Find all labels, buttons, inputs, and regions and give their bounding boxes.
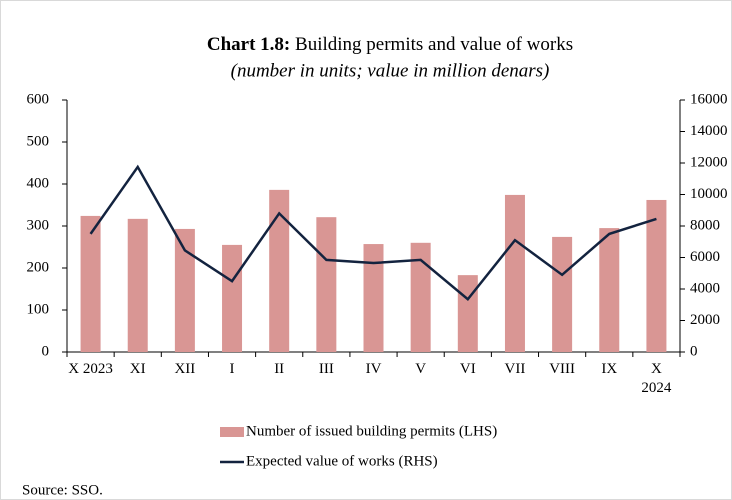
bar	[127, 218, 148, 352]
y2-tick-label: 6000	[690, 249, 720, 265]
bar	[457, 275, 478, 352]
x-tick-label: VII	[504, 361, 526, 377]
bar	[316, 217, 337, 352]
y2-tick-label: 4000	[690, 280, 720, 296]
bar	[269, 189, 290, 352]
y-tick-label: 100	[27, 301, 50, 317]
x-tick-label: IX	[601, 361, 618, 377]
x-tick-label: X 2024	[641, 361, 672, 396]
line	[89, 164, 657, 302]
x-tick-label: III	[318, 361, 334, 377]
y-tick-label: 200	[27, 259, 50, 275]
y2-tick-label: 2000	[690, 312, 720, 328]
legend-swatch	[220, 427, 244, 437]
chart-subtitle: (number in units; value in million denar…	[231, 60, 550, 81]
x-tick-label: XI	[129, 361, 146, 377]
y2-tick-label: 0	[690, 343, 698, 359]
y-tick-label: 600	[27, 91, 50, 107]
bar	[552, 236, 573, 352]
title-label: Chart 1.8:	[207, 34, 290, 55]
x-tick-label: I	[229, 361, 235, 377]
bar	[410, 242, 431, 352]
y2-tick-label: 14000	[690, 123, 728, 139]
bar	[599, 228, 620, 352]
y-tick-label: 0	[42, 343, 50, 359]
y2-tick-label: 8000	[690, 217, 720, 233]
bar	[80, 215, 101, 352]
x-tick-label: VI	[459, 361, 476, 377]
x-tick-label: IV	[365, 361, 382, 377]
bar	[363, 244, 384, 352]
bar	[504, 194, 525, 352]
y2-tick-label: 12000	[690, 154, 728, 170]
x-tick-label: VIII	[549, 361, 576, 377]
legend-label: Number of issued building permits (LHS)	[246, 423, 497, 439]
y2-tick-label: 10000	[690, 186, 728, 202]
x-tick-label: V	[415, 361, 427, 377]
y-tick-label: 300	[27, 217, 50, 233]
y-tick-label: 500	[27, 133, 50, 149]
x-tick-label: X 2023	[68, 361, 113, 377]
source: Source: SSO.	[22, 482, 103, 498]
x-tick-label: II	[274, 361, 285, 377]
y2-tick-label: 16000	[690, 91, 728, 107]
title-text: Building permits and value of works	[295, 34, 573, 55]
x-tick-label: XII	[174, 361, 196, 377]
y-tick-label: 400	[27, 175, 50, 191]
chart-title: Chart 1.8: Building permits and value of…	[207, 34, 573, 55]
bar	[174, 228, 195, 352]
bar	[646, 199, 667, 352]
bar	[222, 244, 243, 352]
legend-label: Expected value of works (RHS)	[246, 453, 438, 469]
